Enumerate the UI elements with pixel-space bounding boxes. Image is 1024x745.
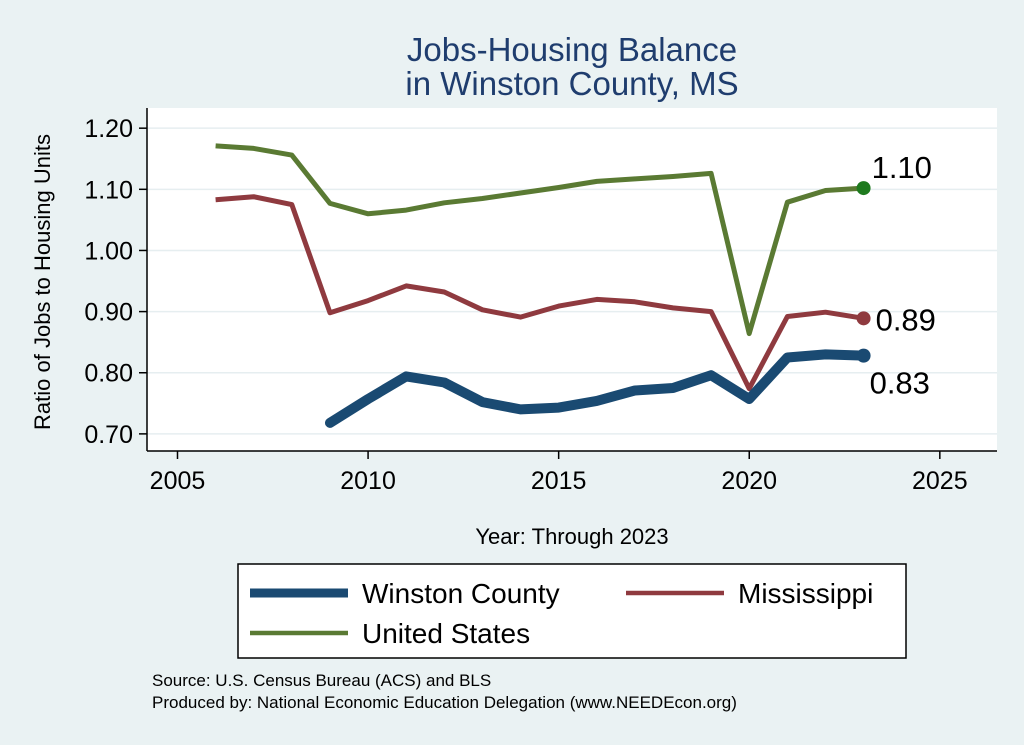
produced-note: Produced by: National Economic Education… — [152, 693, 737, 712]
end-label-winston-county: 0.83 — [870, 366, 930, 401]
y-tick-labels: 0.70 0.80 0.90 1.00 1.10 1.20 — [84, 115, 133, 449]
series-line-mississippi — [215, 194, 864, 392]
series-line-winston-county — [325, 349, 869, 428]
x-tick-label: 2025 — [912, 467, 968, 495]
legend-box — [237, 563, 907, 659]
source-note: Source: U.S. Census Bureau (ACS) and BLS — [152, 671, 491, 690]
end-marker-mississippi — [856, 311, 871, 326]
y-tick-label: 0.70 — [84, 421, 133, 449]
x-tick-labels: 2005 2010 2015 2020 2025 — [150, 467, 968, 495]
legend-label-mississippi: Mississippi — [738, 578, 873, 609]
y-tick-label: 1.10 — [84, 176, 133, 204]
x-tick-label: 2005 — [150, 467, 206, 495]
end-marker-united-states — [856, 181, 871, 196]
end-marker-winston-county — [856, 348, 871, 363]
x-tick-label: 2010 — [340, 467, 396, 495]
chart-title-line-1: Jobs-Housing Balance — [407, 31, 737, 68]
x-tick-label: 2020 — [721, 467, 777, 495]
y-axis-title: Ratio of Jobs to Housing Units — [30, 134, 55, 430]
legend-label-united-states: United States — [362, 618, 530, 649]
axes — [139, 108, 997, 459]
grid-lines — [147, 127, 997, 435]
y-tick-label: 0.90 — [84, 299, 133, 327]
series-lines — [215, 143, 871, 428]
end-label-mississippi: 0.89 — [876, 302, 936, 337]
y-tick-label: 1.20 — [84, 115, 133, 143]
x-tick-label: 2015 — [531, 467, 587, 495]
legend: Winston County Mississippi United States — [237, 563, 907, 659]
chart-title-line-2: in Winston County, MS — [405, 65, 738, 102]
plot-area — [147, 108, 997, 451]
legend-label-winston-county: Winston County — [362, 578, 560, 609]
y-tick-label: 0.80 — [84, 360, 133, 388]
end-label-united-states: 1.10 — [872, 150, 932, 185]
end-labels: 1.10 0.89 0.83 — [870, 150, 936, 401]
series-line-united-states — [215, 143, 864, 337]
y-tick-label: 1.00 — [84, 237, 133, 265]
x-axis-title: Year: Through 2023 — [475, 524, 668, 549]
